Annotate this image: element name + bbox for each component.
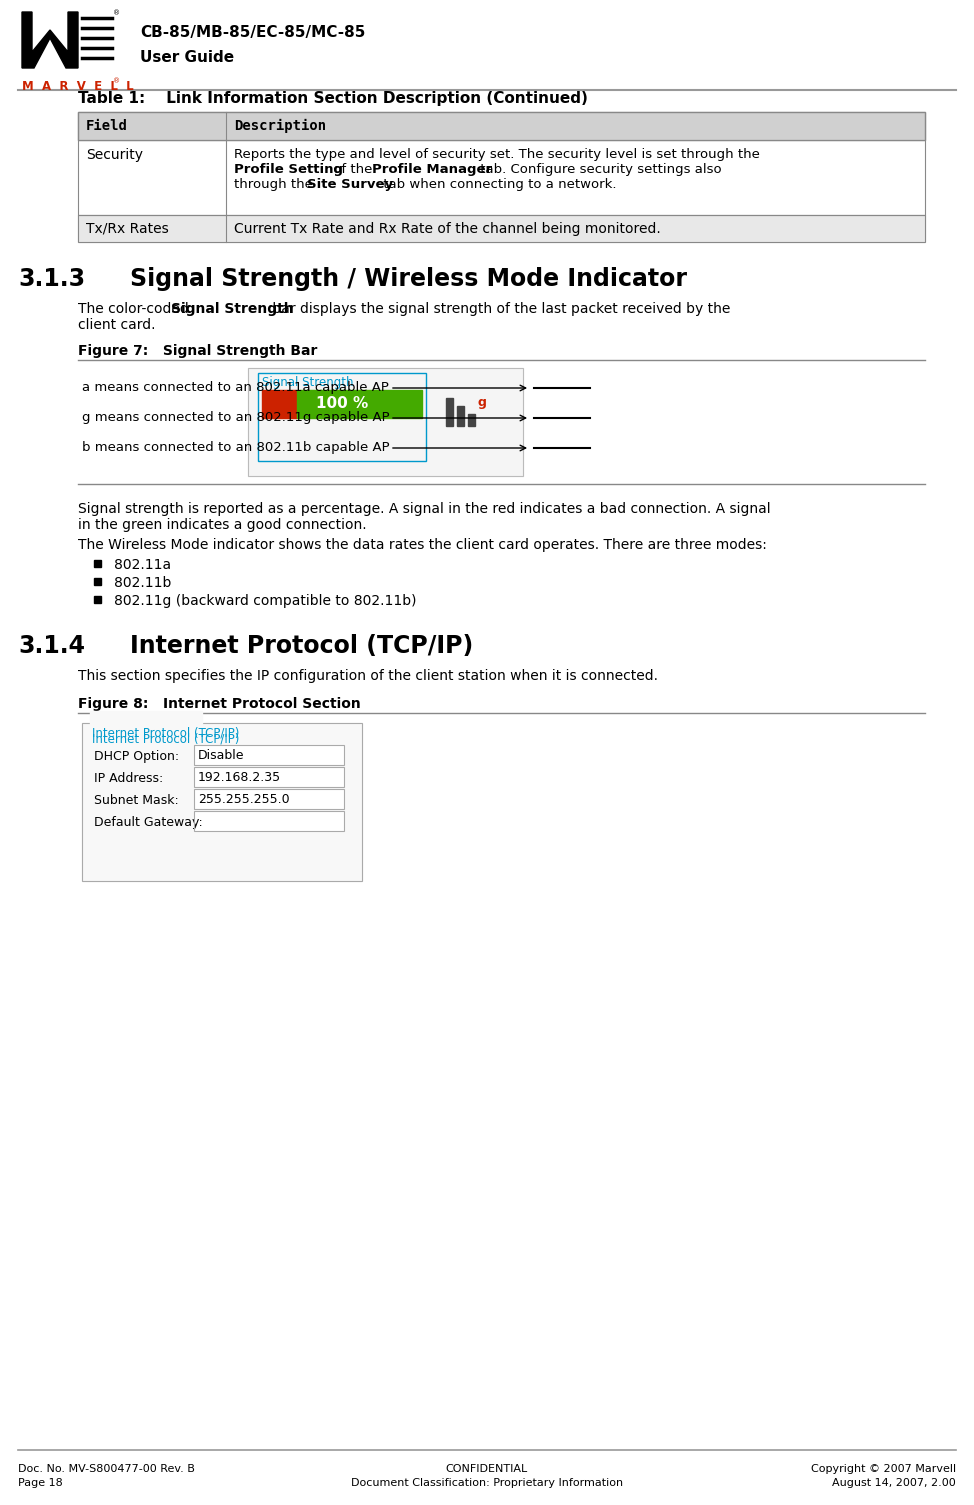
Text: Figure 8:   Internet Protocol Section: Figure 8: Internet Protocol Section <box>78 697 360 710</box>
Text: Subnet Mask:: Subnet Mask: <box>94 795 179 807</box>
Bar <box>262 390 297 418</box>
Text: Document Classification: Proprietary Information: Document Classification: Proprietary Inf… <box>351 1478 623 1488</box>
Text: Default Gateway:: Default Gateway: <box>94 816 203 829</box>
Text: of the: of the <box>329 163 377 176</box>
Bar <box>194 811 344 831</box>
Text: 100 %: 100 % <box>316 396 368 411</box>
Text: M  A  R  V  E  L  L: M A R V E L L <box>22 80 133 93</box>
Text: Internet Protocol (TCP/IP): Internet Protocol (TCP/IP) <box>130 634 473 658</box>
Bar <box>94 560 101 567</box>
Text: Table 1:    Link Information Section Description (Continued): Table 1: Link Information Section Descri… <box>78 90 588 105</box>
Text: The Wireless Mode indicator shows the data rates the client card operates. There: The Wireless Mode indicator shows the da… <box>78 537 767 552</box>
Text: Disable: Disable <box>198 749 244 762</box>
Bar <box>194 768 344 787</box>
Text: Site Survey: Site Survey <box>307 178 393 191</box>
Text: CONFIDENTIAL: CONFIDENTIAL <box>446 1464 528 1473</box>
Text: Current Tx Rate and Rx Rate of the channel being monitored.: Current Tx Rate and Rx Rate of the chann… <box>234 223 660 236</box>
Text: 3.1.3: 3.1.3 <box>18 266 85 290</box>
Bar <box>457 406 464 426</box>
Bar <box>194 745 344 765</box>
Text: b means connected to an 802.11b capable AP: b means connected to an 802.11b capable … <box>82 441 390 455</box>
Text: ®: ® <box>113 11 120 17</box>
Text: Security: Security <box>86 147 143 163</box>
Text: This section specifies the IP configuration of the client station when it is con: This section specifies the IP configurat… <box>78 670 658 683</box>
Text: through the: through the <box>234 178 318 191</box>
Bar <box>194 768 344 787</box>
Text: Doc. No. MV-S800477-00 Rev. B: Doc. No. MV-S800477-00 Rev. B <box>18 1464 195 1473</box>
Bar <box>78 215 925 242</box>
Text: CB-85/MB-85/EC-85/MC-85: CB-85/MB-85/EC-85/MC-85 <box>140 26 365 41</box>
Text: Copyright © 2007 Marvell: Copyright © 2007 Marvell <box>811 1464 956 1473</box>
Bar <box>78 140 925 215</box>
Text: Signal Strength: Signal Strength <box>171 303 293 316</box>
Bar <box>194 789 344 810</box>
Text: Description: Description <box>234 119 326 132</box>
Bar <box>297 390 422 418</box>
Bar <box>258 373 426 461</box>
Text: 3.1.4: 3.1.4 <box>18 634 85 658</box>
Text: User Guide: User Guide <box>140 50 234 65</box>
Text: Field: Field <box>86 119 128 132</box>
Text: 802.11b: 802.11b <box>114 576 171 590</box>
Text: Reports the type and level of security set. The security level is set through th: Reports the type and level of security s… <box>234 147 760 161</box>
Text: ®: ® <box>113 78 120 84</box>
Text: Internet Protocol (TCP/IP): Internet Protocol (TCP/IP) <box>92 733 240 746</box>
Text: Tx/Rx Rates: Tx/Rx Rates <box>86 223 169 236</box>
Text: Signal Strength: Signal Strength <box>262 376 354 388</box>
Bar <box>446 397 453 426</box>
Text: Signal Strength / Wireless Mode Indicator: Signal Strength / Wireless Mode Indicato… <box>130 266 687 290</box>
Text: Internet Protocol (TCP/IP): Internet Protocol (TCP/IP) <box>92 725 240 739</box>
Text: IP Address:: IP Address: <box>94 772 164 786</box>
Text: 192.168.2.35: 192.168.2.35 <box>198 771 281 784</box>
Text: 255.255.255.0: 255.255.255.0 <box>198 793 289 807</box>
Bar <box>468 414 475 426</box>
Bar <box>194 745 344 765</box>
Bar <box>82 722 362 880</box>
Bar <box>90 710 202 725</box>
Bar <box>82 722 362 880</box>
Text: client card.: client card. <box>78 318 156 333</box>
Bar <box>194 811 344 831</box>
Text: Signal strength is reported as a percentage. A signal in the red indicates a bad: Signal strength is reported as a percent… <box>78 503 770 533</box>
Bar <box>78 215 925 242</box>
Text: g: g <box>478 396 487 409</box>
Bar <box>78 111 925 140</box>
Bar <box>248 369 523 476</box>
Text: Figure 7:   Signal Strength Bar: Figure 7: Signal Strength Bar <box>78 345 318 358</box>
Text: DHCP Option:: DHCP Option: <box>94 749 179 763</box>
Text: August 14, 2007, 2.00: August 14, 2007, 2.00 <box>832 1478 956 1488</box>
Polygon shape <box>22 12 78 68</box>
Bar <box>78 111 925 140</box>
Bar <box>248 369 523 476</box>
Bar <box>94 596 101 604</box>
Text: 802.11a: 802.11a <box>114 558 171 572</box>
Text: Profile Manager: Profile Manager <box>372 163 492 176</box>
Text: bar displays the signal strength of the last packet received by the: bar displays the signal strength of the … <box>268 303 730 316</box>
Text: a means connected to an 802.11a capable AP: a means connected to an 802.11a capable … <box>82 381 389 394</box>
Text: The color-coded: The color-coded <box>78 303 193 316</box>
Text: tab when connecting to a network.: tab when connecting to a network. <box>379 178 617 191</box>
Bar <box>194 789 344 810</box>
Bar <box>78 140 925 215</box>
Text: Page 18: Page 18 <box>18 1478 62 1488</box>
Text: 802.11g (backward compatible to 802.11b): 802.11g (backward compatible to 802.11b) <box>114 594 417 608</box>
Text: Profile Setting: Profile Setting <box>234 163 343 176</box>
Text: tab. Configure security settings also: tab. Configure security settings also <box>476 163 722 176</box>
Bar <box>94 578 101 585</box>
Text: g means connected to an 802.11g capable AP: g means connected to an 802.11g capable … <box>82 411 390 424</box>
